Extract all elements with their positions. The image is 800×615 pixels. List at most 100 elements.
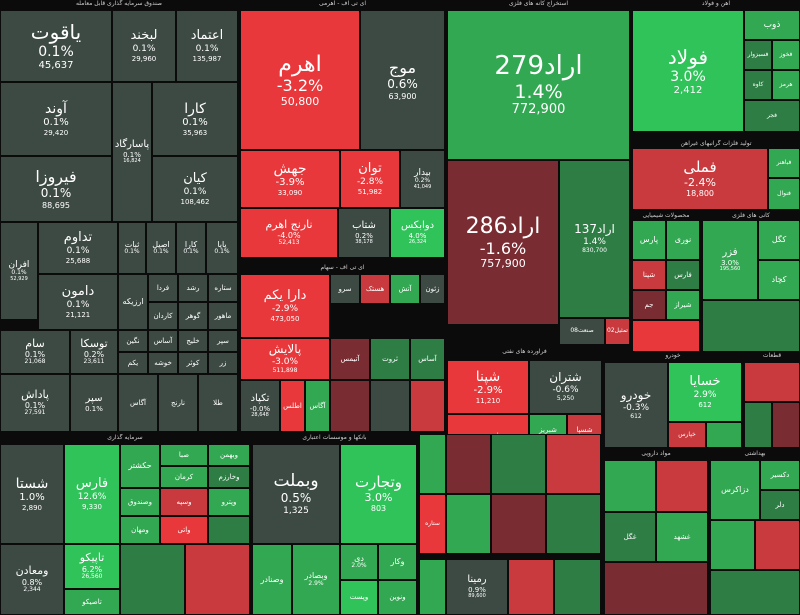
stock-tile[interactable] (772, 402, 800, 448)
sector-title[interactable]: سرمایه گذاری (107, 434, 143, 441)
stock-tile[interactable]: بیدار 0.2% 41,049 (400, 150, 445, 208)
stock-tile[interactable]: خلیج (178, 330, 208, 352)
stock-tile[interactable]: نارنج (158, 374, 198, 432)
stock-tile[interactable]: نگین (118, 330, 148, 352)
stock-tile[interactable]: فجر (744, 100, 800, 132)
stock-tile[interactable]: لبخند 0.1% 29,960 (112, 10, 176, 82)
stock-tile[interactable] (419, 434, 446, 494)
stock-tile[interactable]: سام 0.1% 21,068 (0, 330, 70, 374)
stock-tile[interactable]: کاوه (744, 70, 772, 100)
stock-tile[interactable]: ماهور (208, 302, 238, 330)
stock-tile[interactable]: اصیل 0.1% (146, 222, 176, 274)
stock-tile[interactable] (120, 544, 185, 615)
stock-tile[interactable]: خسایا 2.9% 612 (668, 362, 742, 422)
stock-tile[interactable] (370, 380, 410, 432)
stock-tile[interactable]: کرمان (160, 466, 208, 488)
stock-tile[interactable]: رشد (178, 274, 208, 302)
stock-tile[interactable]: زر (208, 352, 238, 374)
stock-tile[interactable] (604, 562, 708, 615)
stock-tile[interactable]: وکار (378, 544, 417, 580)
stock-tile[interactable]: اراد286 -1.6% 757,900 (447, 160, 559, 325)
sector-title[interactable]: قطعات (762, 352, 782, 359)
stock-tile[interactable]: سپر 0.1% (70, 374, 118, 432)
stock-tile[interactable]: آتیمس (330, 338, 370, 380)
sector-title[interactable]: کانی های فلزی (732, 212, 770, 219)
stock-tile[interactable]: تاصیکو (64, 589, 120, 615)
stock-tile[interactable]: فولاد 3.0% 2,412 (632, 10, 744, 132)
stock-tile[interactable]: حکشتر (120, 444, 160, 488)
stock-tile[interactable]: زئون (420, 274, 445, 304)
stock-tile[interactable]: کیان 0.1% 108,462 (152, 156, 238, 222)
stock-tile[interactable]: آگاس (305, 380, 330, 432)
stock-tile[interactable]: دارا یکم -2.9% 473,050 (240, 274, 330, 338)
stock-tile[interactable] (446, 434, 491, 494)
stock-tile[interactable]: خوشه (148, 352, 178, 374)
stock-tile[interactable]: ثروت (370, 338, 410, 380)
sector-title[interactable]: فراورده های نفتی (502, 348, 547, 355)
stock-tile[interactable]: آساس (410, 338, 445, 380)
stock-tile[interactable] (604, 460, 656, 512)
stock-tile[interactable]: نارنج اهرم -4.0% 52,413 (240, 208, 338, 258)
stock-tile[interactable] (755, 520, 800, 570)
stock-tile[interactable]: آتش (390, 274, 420, 304)
sector-title[interactable]: ای تی اف - سهام (320, 264, 365, 271)
stock-tile[interactable]: ارزیکه (118, 274, 148, 330)
stock-tile[interactable]: نوری (666, 220, 700, 260)
stock-tile[interactable] (185, 544, 250, 615)
stock-tile[interactable]: واتی (160, 516, 208, 544)
stock-tile[interactable] (546, 434, 601, 494)
stock-tile[interactable]: تداوم 0.1% 25,688 (38, 222, 118, 274)
stock-tile[interactable]: دوابکس 4.0% 26,324 (390, 208, 445, 258)
stock-tile[interactable]: وسپه (160, 488, 208, 516)
stock-tile[interactable] (546, 494, 601, 554)
stock-tile[interactable] (419, 559, 446, 615)
stock-tile[interactable]: فخوز (772, 40, 800, 70)
stock-tile[interactable]: سرو (330, 274, 360, 304)
stock-tile[interactable]: ستاره (419, 494, 446, 554)
stock-tile[interactable]: کارا 0.1% 35,963 (152, 82, 238, 156)
stock-tile[interactable]: هرمز (772, 70, 800, 100)
stock-tile[interactable]: صنعت08 (559, 318, 605, 345)
stock-tile[interactable]: وبهمن (208, 444, 250, 466)
stock-tile[interactable]: فردا (148, 274, 178, 302)
stock-tile[interactable]: موج 0.6% 63,900 (360, 10, 445, 150)
stock-tile[interactable]: دلر (760, 490, 800, 520)
stock-tile[interactable]: پاسارگاد 0.1% 16,824 (112, 82, 152, 222)
stock-tile[interactable]: شتران -0.6% 5,250 (529, 360, 602, 414)
stock-tile[interactable]: شیراز (666, 290, 700, 320)
stock-tile[interactable]: دکسیر (760, 460, 800, 490)
stock-tile[interactable]: وبصادر 2.9% (292, 544, 340, 615)
stock-tile[interactable]: وبملت 0.5% 1,325 (252, 444, 340, 544)
stock-tile[interactable]: وپترو (208, 488, 250, 516)
sector-title[interactable]: استخراج کانه های فلزی (508, 0, 569, 7)
stock-tile[interactable] (710, 570, 800, 615)
stock-tile[interactable]: کچاد (758, 260, 800, 300)
stock-tile[interactable]: پاداش 0.1% 27,591 (0, 374, 70, 432)
stock-tile[interactable] (491, 494, 546, 554)
stock-tile[interactable]: جم (632, 290, 666, 320)
stock-tile[interactable]: ونوین (378, 580, 417, 615)
stock-tile[interactable]: خپارس (668, 422, 706, 448)
stock-tile[interactable]: کارا 0.1% (176, 222, 206, 274)
stock-tile[interactable]: تمثیل02 (605, 318, 630, 345)
stock-tile[interactable]: غشهد (656, 512, 708, 562)
stock-tile[interactable]: فارس (666, 260, 700, 290)
stock-tile[interactable]: ثبات 0.1% (118, 222, 146, 274)
stock-tile[interactable]: یکم (118, 352, 148, 374)
stock-tile[interactable]: هستک (360, 274, 390, 304)
stock-tile[interactable] (554, 559, 601, 615)
stock-tile[interactable]: غگل (604, 512, 656, 562)
stock-tile[interactable]: افران 0.1% 52,929 (0, 222, 38, 320)
stock-tile[interactable]: شتاب 0.2% 38,178 (338, 208, 390, 258)
stock-tile[interactable]: ذوب (744, 10, 800, 40)
stock-tile[interactable]: تکپاد -0.0% 28,648 (240, 380, 280, 432)
stock-tile[interactable]: اراد137 1.4% 830,700 (559, 160, 630, 318)
stock-tile[interactable] (330, 380, 370, 432)
stock-tile[interactable]: ستاره (208, 274, 238, 302)
stock-tile[interactable]: ومهان (120, 516, 160, 544)
stock-tile[interactable] (632, 320, 700, 352)
stock-tile[interactable]: شستا 1.0% 2,890 (0, 444, 64, 544)
stock-tile[interactable]: توان -2.8% 51,982 (340, 150, 400, 208)
stock-tile[interactable]: تاپیکو 6.2% 26,560 (64, 544, 120, 589)
sector-title[interactable]: ای تی اف - اهرمی (318, 0, 367, 7)
